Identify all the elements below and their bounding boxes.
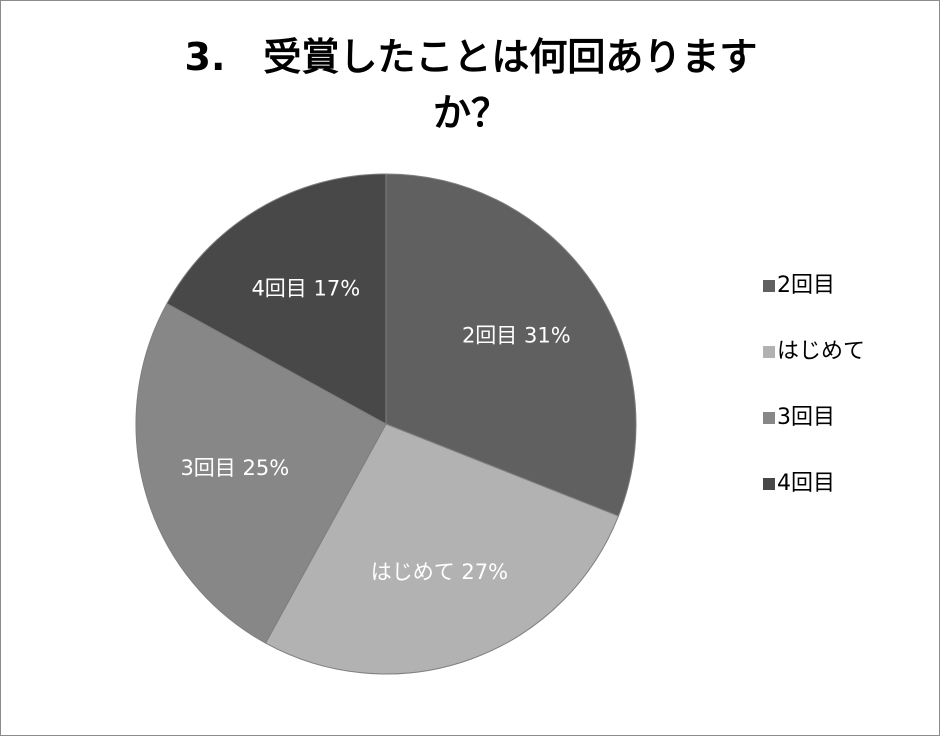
- pie-slice-3: [135, 302, 387, 644]
- chart-legend: 2回目 はじめて 3回目 4回目: [763, 267, 933, 531]
- legend-item-2: はじめて: [763, 333, 933, 399]
- pie-slice-4: [166, 173, 387, 425]
- legend-label-4: 4回目: [777, 471, 835, 496]
- legend-label-3: 3回目: [777, 405, 835, 430]
- legend-swatch-3: [763, 412, 775, 424]
- chart-title-line-2: か？: [432, 91, 509, 135]
- legend-label-2: はじめて: [777, 339, 866, 364]
- pie-data-label-4: 4回目 17%: [251, 276, 360, 300]
- pie-data-labels: 2回目 31% はじめて 27% 3回目 25% 4回目 17%: [180, 276, 570, 584]
- pie-slice-1: [385, 173, 637, 517]
- pie-slice-2: [264, 423, 620, 675]
- legend-swatch-2: [763, 346, 775, 358]
- legend-label-1: 2回目: [777, 273, 835, 298]
- chart-title-line-1: 3. 受賞したことは何回あります: [184, 35, 758, 79]
- legend-swatch-1: [763, 280, 775, 292]
- pie-data-label-1: 2回目 31%: [462, 324, 571, 348]
- legend-item-1: 2回目: [763, 267, 933, 333]
- legend-swatch-4: [763, 478, 775, 490]
- legend-item-3: 3回目: [763, 399, 933, 465]
- pie-slices: [135, 173, 637, 675]
- legend-item-4: 4回目: [763, 465, 933, 531]
- chart-title: 3. 受賞したことは何回あります か？: [71, 29, 871, 141]
- pie-data-label-2: はじめて 27%: [371, 560, 508, 584]
- pie-data-label-3: 3回目 25%: [180, 456, 289, 480]
